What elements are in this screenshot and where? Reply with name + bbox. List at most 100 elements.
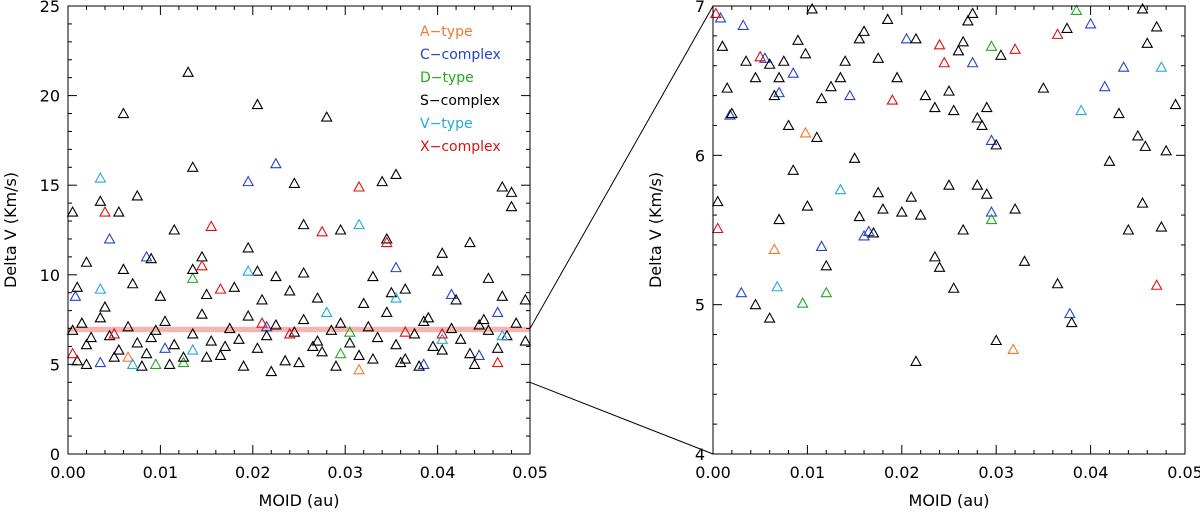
- legend-entry: V−type: [420, 116, 473, 132]
- plot-frame: [67, 5, 531, 455]
- data-point: [943, 179, 955, 190]
- data-point: [186, 272, 199, 283]
- legend-entry: A−type: [420, 24, 473, 40]
- data-point: [357, 297, 370, 309]
- data-point: [71, 354, 84, 366]
- y-tick-label: 7: [695, 0, 705, 16]
- data-point: [408, 327, 421, 339]
- left-scatter-panel: 0.00 0.01 0.02 0.03 0.04 0.05 0 5 10 15 20 25 MOID …: [1, 0, 548, 510]
- data-point: [763, 311, 776, 323]
- x-tick-label: 0.00: [695, 463, 731, 482]
- data-point: [820, 286, 833, 298]
- data-point: [933, 38, 946, 50]
- data-point: [80, 256, 93, 267]
- data-point: [316, 345, 329, 357]
- data-point: [279, 354, 292, 366]
- legend-entry: D−type: [420, 70, 474, 86]
- data-point: [362, 320, 375, 332]
- data-point: [186, 161, 199, 172]
- data-point: [228, 281, 241, 292]
- data-point: [519, 334, 532, 346]
- data-point: [159, 315, 171, 326]
- data-point: [971, 179, 984, 190]
- data-point: [491, 342, 504, 353]
- x-tick-label: 0.04: [420, 463, 456, 482]
- data-point: [256, 317, 268, 328]
- legend: A−type C−complex D−type S−complex V−type X−co…: [420, 24, 501, 155]
- data-point: [876, 202, 889, 214]
- data-point: [1007, 343, 1020, 355]
- data-point: [260, 329, 273, 341]
- data-point: [491, 356, 504, 368]
- data-point: [505, 200, 518, 212]
- data-point: [251, 265, 264, 276]
- data-point: [1009, 202, 1022, 214]
- data-point: [205, 220, 218, 231]
- data-point: [1018, 255, 1031, 266]
- data-point: [957, 223, 970, 235]
- zoom-connector-lines: [529, 5, 714, 455]
- data-point: [283, 327, 296, 339]
- x-tick-label: 0.05: [1167, 463, 1200, 482]
- scatter-points: [66, 66, 532, 377]
- data-point: [716, 40, 729, 51]
- data-point: [233, 333, 245, 344]
- data-point: [196, 250, 208, 262]
- data-point: [806, 2, 819, 14]
- data-point: [1009, 43, 1022, 54]
- data-point: [1136, 2, 1149, 14]
- data-point: [288, 177, 301, 188]
- data-point: [380, 306, 393, 317]
- data-point: [961, 14, 974, 26]
- data-point: [214, 349, 227, 360]
- data-point: [242, 265, 255, 276]
- data-point: [112, 343, 125, 355]
- data-point: [69, 290, 82, 301]
- data-point: [933, 261, 946, 272]
- data-point: [330, 360, 342, 371]
- data-point: [376, 175, 389, 187]
- data-point: [293, 356, 305, 368]
- data-point: [242, 241, 255, 253]
- data-point: [796, 297, 809, 308]
- data-point: [787, 67, 800, 78]
- data-point: [1136, 196, 1149, 208]
- data-point: [343, 336, 356, 348]
- data-point: [895, 205, 908, 217]
- data-point: [1169, 98, 1182, 110]
- x-tick-label: 0.03: [327, 463, 363, 482]
- data-point: [1098, 80, 1111, 92]
- data-point: [1160, 144, 1173, 156]
- data-point: [947, 104, 960, 116]
- data-point: [353, 363, 365, 375]
- data-point: [269, 318, 282, 330]
- x-tick-label: 0.03: [978, 463, 1014, 482]
- data-point: [320, 306, 333, 317]
- data-point: [872, 52, 885, 63]
- data-point: [749, 71, 762, 83]
- y-axis-label: Delta V (Km/s): [646, 172, 665, 288]
- data-point: [1155, 220, 1168, 232]
- y-tick-label: 5: [695, 296, 705, 315]
- data-point: [839, 55, 852, 66]
- data-point: [256, 293, 268, 305]
- data-point: [316, 225, 329, 237]
- x-tick-label: 0.01: [143, 463, 179, 482]
- data-point: [1084, 17, 1097, 29]
- data-point: [1103, 155, 1116, 166]
- data-point: [1150, 20, 1163, 32]
- data-point: [985, 40, 998, 51]
- data-point: [154, 290, 167, 301]
- y-tick-label: 4: [695, 445, 705, 464]
- data-point: [108, 351, 121, 362]
- data-point: [985, 213, 998, 225]
- data-point: [1117, 61, 1130, 72]
- data-point: [80, 338, 93, 350]
- data-point: [353, 180, 365, 192]
- data-point: [771, 280, 784, 292]
- y-tick-label: 6: [695, 146, 705, 165]
- y-tick-label: 15: [40, 176, 60, 195]
- data-point: [867, 226, 880, 238]
- data-point: [1061, 22, 1073, 33]
- data-point: [758, 52, 771, 63]
